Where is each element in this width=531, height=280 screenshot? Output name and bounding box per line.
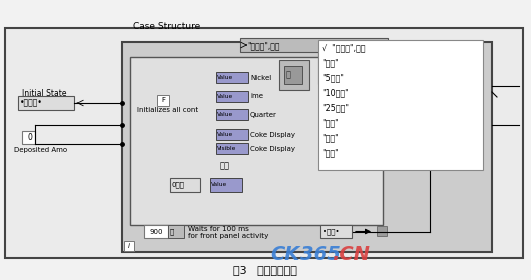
- Text: CK: CK: [270, 245, 299, 264]
- Text: 图3   整体程序框图: 图3 整体程序框图: [233, 265, 297, 275]
- Bar: [5, 28, 523, 258]
- Text: √  "初始化",默认: √ "初始化",默认: [322, 43, 365, 53]
- Text: Value: Value: [217, 94, 233, 99]
- Text: "初始化",默认: "初始化",默认: [247, 41, 279, 50]
- Text: Value: Value: [217, 112, 233, 117]
- Bar: [453, 119, 483, 131]
- Text: •初始化•: •初始化•: [20, 99, 43, 108]
- Bar: [122, 42, 492, 252]
- Bar: [240, 38, 388, 52]
- Bar: [453, 80, 483, 92]
- Text: Coke Display: Coke Display: [250, 146, 295, 151]
- Bar: [216, 129, 248, 140]
- Bar: [168, 225, 184, 238]
- Text: 🔒: 🔒: [286, 71, 291, 80]
- Text: Nickel: Nickel: [250, 74, 271, 81]
- Text: 900: 900: [149, 228, 162, 235]
- Text: Quarter: Quarter: [250, 111, 277, 118]
- Text: ⏱: ⏱: [170, 228, 174, 235]
- Bar: [124, 241, 134, 251]
- Bar: [279, 60, 309, 90]
- Text: Waits for 100 ms
for front panel activity: Waits for 100 ms for front panel activit…: [188, 226, 268, 239]
- Bar: [320, 225, 352, 238]
- Text: ime: ime: [250, 94, 263, 99]
- Text: "5美分": "5美分": [322, 74, 344, 83]
- Text: "退出": "退出": [322, 148, 339, 157]
- Text: Deposited Amo: Deposited Amo: [14, 147, 67, 153]
- Bar: [170, 178, 200, 192]
- Text: F: F: [161, 97, 165, 104]
- Text: 已投币: 已投币: [453, 111, 467, 120]
- Text: 0美分: 0美分: [172, 182, 185, 188]
- Bar: [318, 52, 418, 84]
- Text: Coke Display: Coke Display: [250, 132, 295, 137]
- Text: Initailizes a: Initailizes a: [321, 55, 361, 61]
- Bar: [377, 226, 387, 236]
- Bar: [157, 95, 169, 106]
- Bar: [318, 40, 483, 170]
- Text: Value: Value: [217, 132, 233, 137]
- Text: "25美分": "25美分": [322, 104, 349, 113]
- Text: Visible: Visible: [217, 146, 236, 151]
- Text: Value: Value: [211, 183, 227, 188]
- Text: 0: 0: [27, 133, 32, 142]
- Text: •退出•: •退出•: [323, 228, 339, 235]
- Text: .CN: .CN: [332, 245, 370, 264]
- Text: 找零: 找零: [220, 161, 230, 170]
- Text: "10美分": "10美分": [322, 88, 349, 97]
- Text: Initializes all cont: Initializes all cont: [137, 107, 198, 113]
- Text: 365: 365: [300, 245, 341, 264]
- Text: "空闲": "空闲": [322, 59, 339, 67]
- Bar: [284, 66, 302, 84]
- Bar: [216, 109, 248, 120]
- Bar: [216, 91, 248, 102]
- Bar: [22, 131, 35, 144]
- Text: Initial State: Initial State: [22, 89, 66, 98]
- Text: Coke Di...: Coke Di...: [321, 67, 354, 73]
- Bar: [210, 178, 242, 192]
- Bar: [144, 225, 168, 238]
- Bar: [216, 143, 248, 154]
- Bar: [18, 96, 74, 110]
- Text: "找零": "找零": [322, 134, 339, 143]
- Text: "售出": "售出": [322, 118, 339, 127]
- Text: Value: Value: [217, 75, 233, 80]
- Bar: [130, 57, 383, 225]
- Text: i: i: [128, 243, 130, 249]
- Bar: [216, 72, 248, 83]
- Text: Case Structure: Case Structure: [133, 22, 200, 31]
- Text: 当前状态: 当前状态: [453, 72, 472, 81]
